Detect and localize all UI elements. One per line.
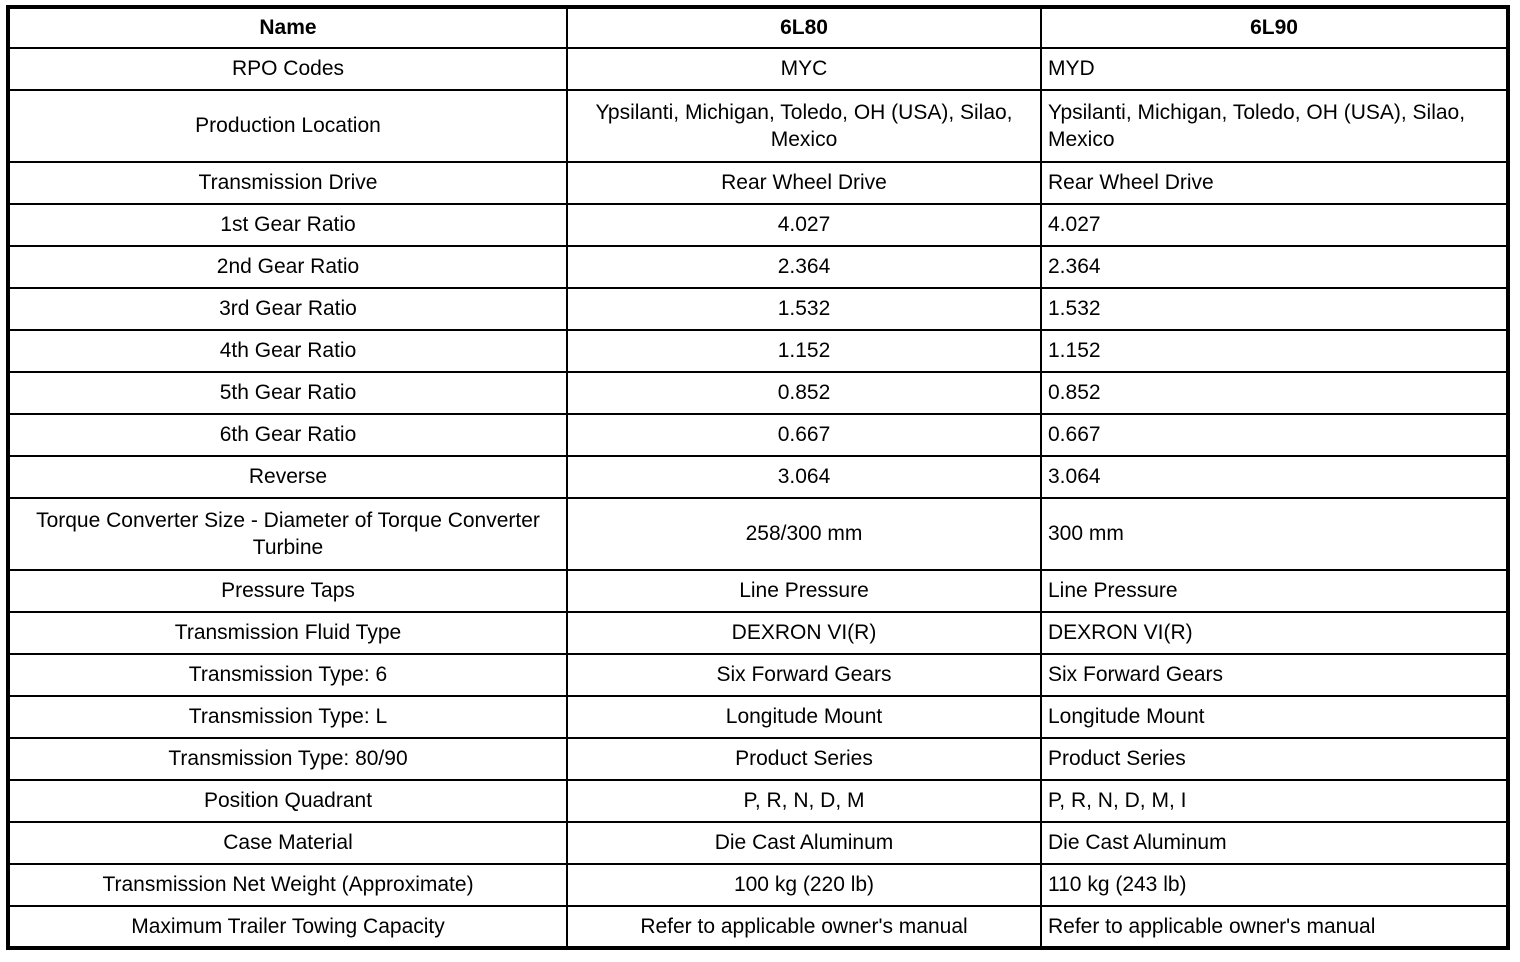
cell-6l90: Ypsilanti, Michigan, Toledo, OH (USA), S… [1040,89,1509,163]
table-row: 1st Gear Ratio 4.027 4.027 [7,203,1509,247]
cell-name: Transmission Fluid Type [7,611,568,655]
table-row: Position Quadrant P, R, N, D, M P, R, N, D… [7,779,1509,823]
table-row: 5th Gear Ratio 0.852 0.852 [7,371,1509,415]
cell-6l90: 1.532 [1040,287,1509,331]
cell-name: Torque Converter Size - Diameter of Torq… [7,497,568,571]
cell-6l90: DEXRON VI(R) [1040,611,1509,655]
table-row: Transmission Type: 80/90 Product Series Pr… [7,737,1509,781]
cell-name: 2nd Gear Ratio [7,245,568,289]
table-row: Pressure Taps Line Pressure Line Pressure [7,569,1509,613]
cell-6l80: 0.667 [566,413,1042,457]
cell-name: 4th Gear Ratio [7,329,568,373]
cell-6l90: Product Series [1040,737,1509,781]
cell-6l80: DEXRON VI(R) [566,611,1042,655]
table-row: 2nd Gear Ratio 2.364 2.364 [7,245,1509,289]
cell-6l80: 1.532 [566,287,1042,331]
table-row: Production Location Ypsilanti, Michigan, … [7,89,1509,163]
cell-6l90: 110 kg (243 lb) [1040,863,1509,907]
cell-name: Transmission Drive [7,161,568,205]
table-row: 3rd Gear Ratio 1.532 1.532 [7,287,1509,331]
cell-6l80: 1.152 [566,329,1042,373]
cell-name: Pressure Taps [7,569,568,613]
cell-6l90: 3.064 [1040,455,1509,499]
cell-name: Production Location [7,89,568,163]
cell-6l80: Refer to applicable owner's manual [566,905,1042,949]
cell-6l90: 2.364 [1040,245,1509,289]
cell-6l90: 1.152 [1040,329,1509,373]
cell-6l90: 300 mm [1040,497,1509,571]
cell-name: Transmission Type: 80/90 [7,737,568,781]
column-header-6l90: 6L90 [1040,6,1509,49]
cell-6l80: P, R, N, D, M [566,779,1042,823]
column-header-name: Name [7,6,568,49]
cell-name: RPO Codes [7,47,568,91]
cell-6l80: Product Series [566,737,1042,781]
cell-6l80: 100 kg (220 lb) [566,863,1042,907]
cell-name: Transmission Type: L [7,695,568,739]
table-row: 6th Gear Ratio 0.667 0.667 [7,413,1509,457]
cell-6l80: Longitude Mount [566,695,1042,739]
cell-6l80: 4.027 [566,203,1042,247]
cell-6l90: Die Cast Aluminum [1040,821,1509,865]
cell-6l90: 0.852 [1040,371,1509,415]
cell-6l80: 0.852 [566,371,1042,415]
cell-6l80: Line Pressure [566,569,1042,613]
table-row: Reverse 3.064 3.064 [7,455,1509,499]
cell-6l80: 3.064 [566,455,1042,499]
cell-6l80: Six Forward Gears [566,653,1042,697]
cell-6l80: 2.364 [566,245,1042,289]
table-row: Transmission Type: L Longitude Mount Longi… [7,695,1509,739]
transmission-spec-table: Name 6L80 6L90 RPO Codes MYC MYD Production… [6,5,1510,950]
cell-name: 5th Gear Ratio [7,371,568,415]
cell-6l90: Longitude Mount [1040,695,1509,739]
table-row: 4th Gear Ratio 1.152 1.152 [7,329,1509,373]
table-row: RPO Codes MYC MYD [7,47,1509,91]
cell-6l80: Die Cast Aluminum [566,821,1042,865]
cell-6l80: Ypsilanti, Michigan, Toledo, OH (USA), S… [566,89,1042,163]
cell-6l90: 4.027 [1040,203,1509,247]
cell-6l90: Refer to applicable owner's manual [1040,905,1509,949]
cell-6l90: MYD [1040,47,1509,91]
table-row: Transmission Type: 6 Six Forward Gears Six… [7,653,1509,697]
cell-name: 3rd Gear Ratio [7,287,568,331]
table-row: Transmission Fluid Type DEXRON VI(R) DEXRO… [7,611,1509,655]
table-row: Transmission Drive Rear Wheel Drive Rear W… [7,161,1509,205]
cell-name: 1st Gear Ratio [7,203,568,247]
cell-6l90: P, R, N, D, M, I [1040,779,1509,823]
cell-name: Transmission Net Weight (Approximate) [7,863,568,907]
cell-6l90: 0.667 [1040,413,1509,457]
cell-6l90: Line Pressure [1040,569,1509,613]
cell-6l80: Rear Wheel Drive [566,161,1042,205]
table-row: Torque Converter Size - Diameter of Torq… [7,497,1509,571]
cell-name: Maximum Trailer Towing Capacity [7,905,568,949]
cell-6l80: 258/300 mm [566,497,1042,571]
cell-name: Case Material [7,821,568,865]
cell-name: 6th Gear Ratio [7,413,568,457]
cell-name: Position Quadrant [7,779,568,823]
table-header-row: Name 6L80 6L90 [7,6,1509,49]
cell-6l80: MYC [566,47,1042,91]
table-body: RPO Codes MYC MYD Production Location Ypsila… [7,47,1509,949]
table-row: Maximum Trailer Towing Capacity Refer to … [7,905,1509,949]
table-row: Transmission Net Weight (Approximate) 100… [7,863,1509,907]
table-head: Name 6L80 6L90 [7,6,1509,49]
table-row: Case Material Die Cast Aluminum Die Cast A… [7,821,1509,865]
cell-name: Transmission Type: 6 [7,653,568,697]
column-header-6l80: 6L80 [566,6,1042,49]
cell-name: Reverse [7,455,568,499]
cell-6l90: Six Forward Gears [1040,653,1509,697]
cell-6l90: Rear Wheel Drive [1040,161,1509,205]
